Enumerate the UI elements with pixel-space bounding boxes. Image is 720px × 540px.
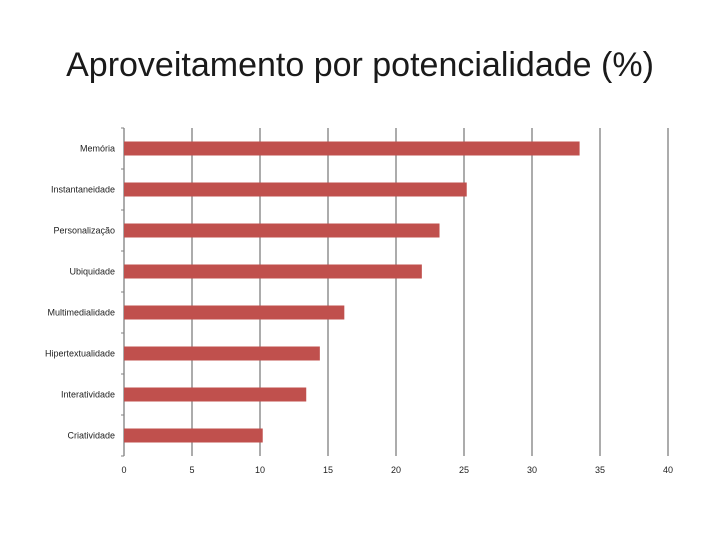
bar [124, 346, 320, 361]
category-label: Memória [80, 144, 115, 154]
x-tick-label: 10 [255, 465, 265, 475]
x-tick-label: 0 [121, 465, 126, 475]
x-tick-label: 15 [323, 465, 333, 475]
bar [124, 182, 467, 197]
bar [124, 264, 422, 279]
bar [124, 428, 263, 443]
bar [124, 305, 345, 320]
category-label: Multimedialidade [47, 308, 115, 318]
category-label: Personalização [53, 226, 115, 236]
category-label: Interatividade [61, 390, 115, 400]
x-tick-label: 25 [459, 465, 469, 475]
x-tick-label: 20 [391, 465, 401, 475]
x-tick-label: 5 [189, 465, 194, 475]
bar [124, 223, 440, 238]
category-labels: Memória Instantaneidade Personalização Ubiq… [45, 144, 115, 441]
bar [124, 141, 580, 156]
x-tick-label: 35 [595, 465, 605, 475]
category-label: Ubiquidade [69, 267, 115, 277]
category-label: Instantaneidade [51, 185, 115, 195]
category-label: Criatividade [67, 431, 115, 441]
chart-title: Aproveitamento por potencialidade (%) [66, 46, 654, 84]
category-label: Hipertextualidade [45, 349, 115, 359]
x-tick-label: 30 [527, 465, 537, 475]
gridlines [121, 127, 669, 457]
bars [124, 141, 580, 443]
x-tick-label: 40 [663, 465, 673, 475]
bar [124, 387, 307, 402]
x-tick-labels: 0 5 10 15 20 25 30 35 40 [121, 465, 673, 475]
